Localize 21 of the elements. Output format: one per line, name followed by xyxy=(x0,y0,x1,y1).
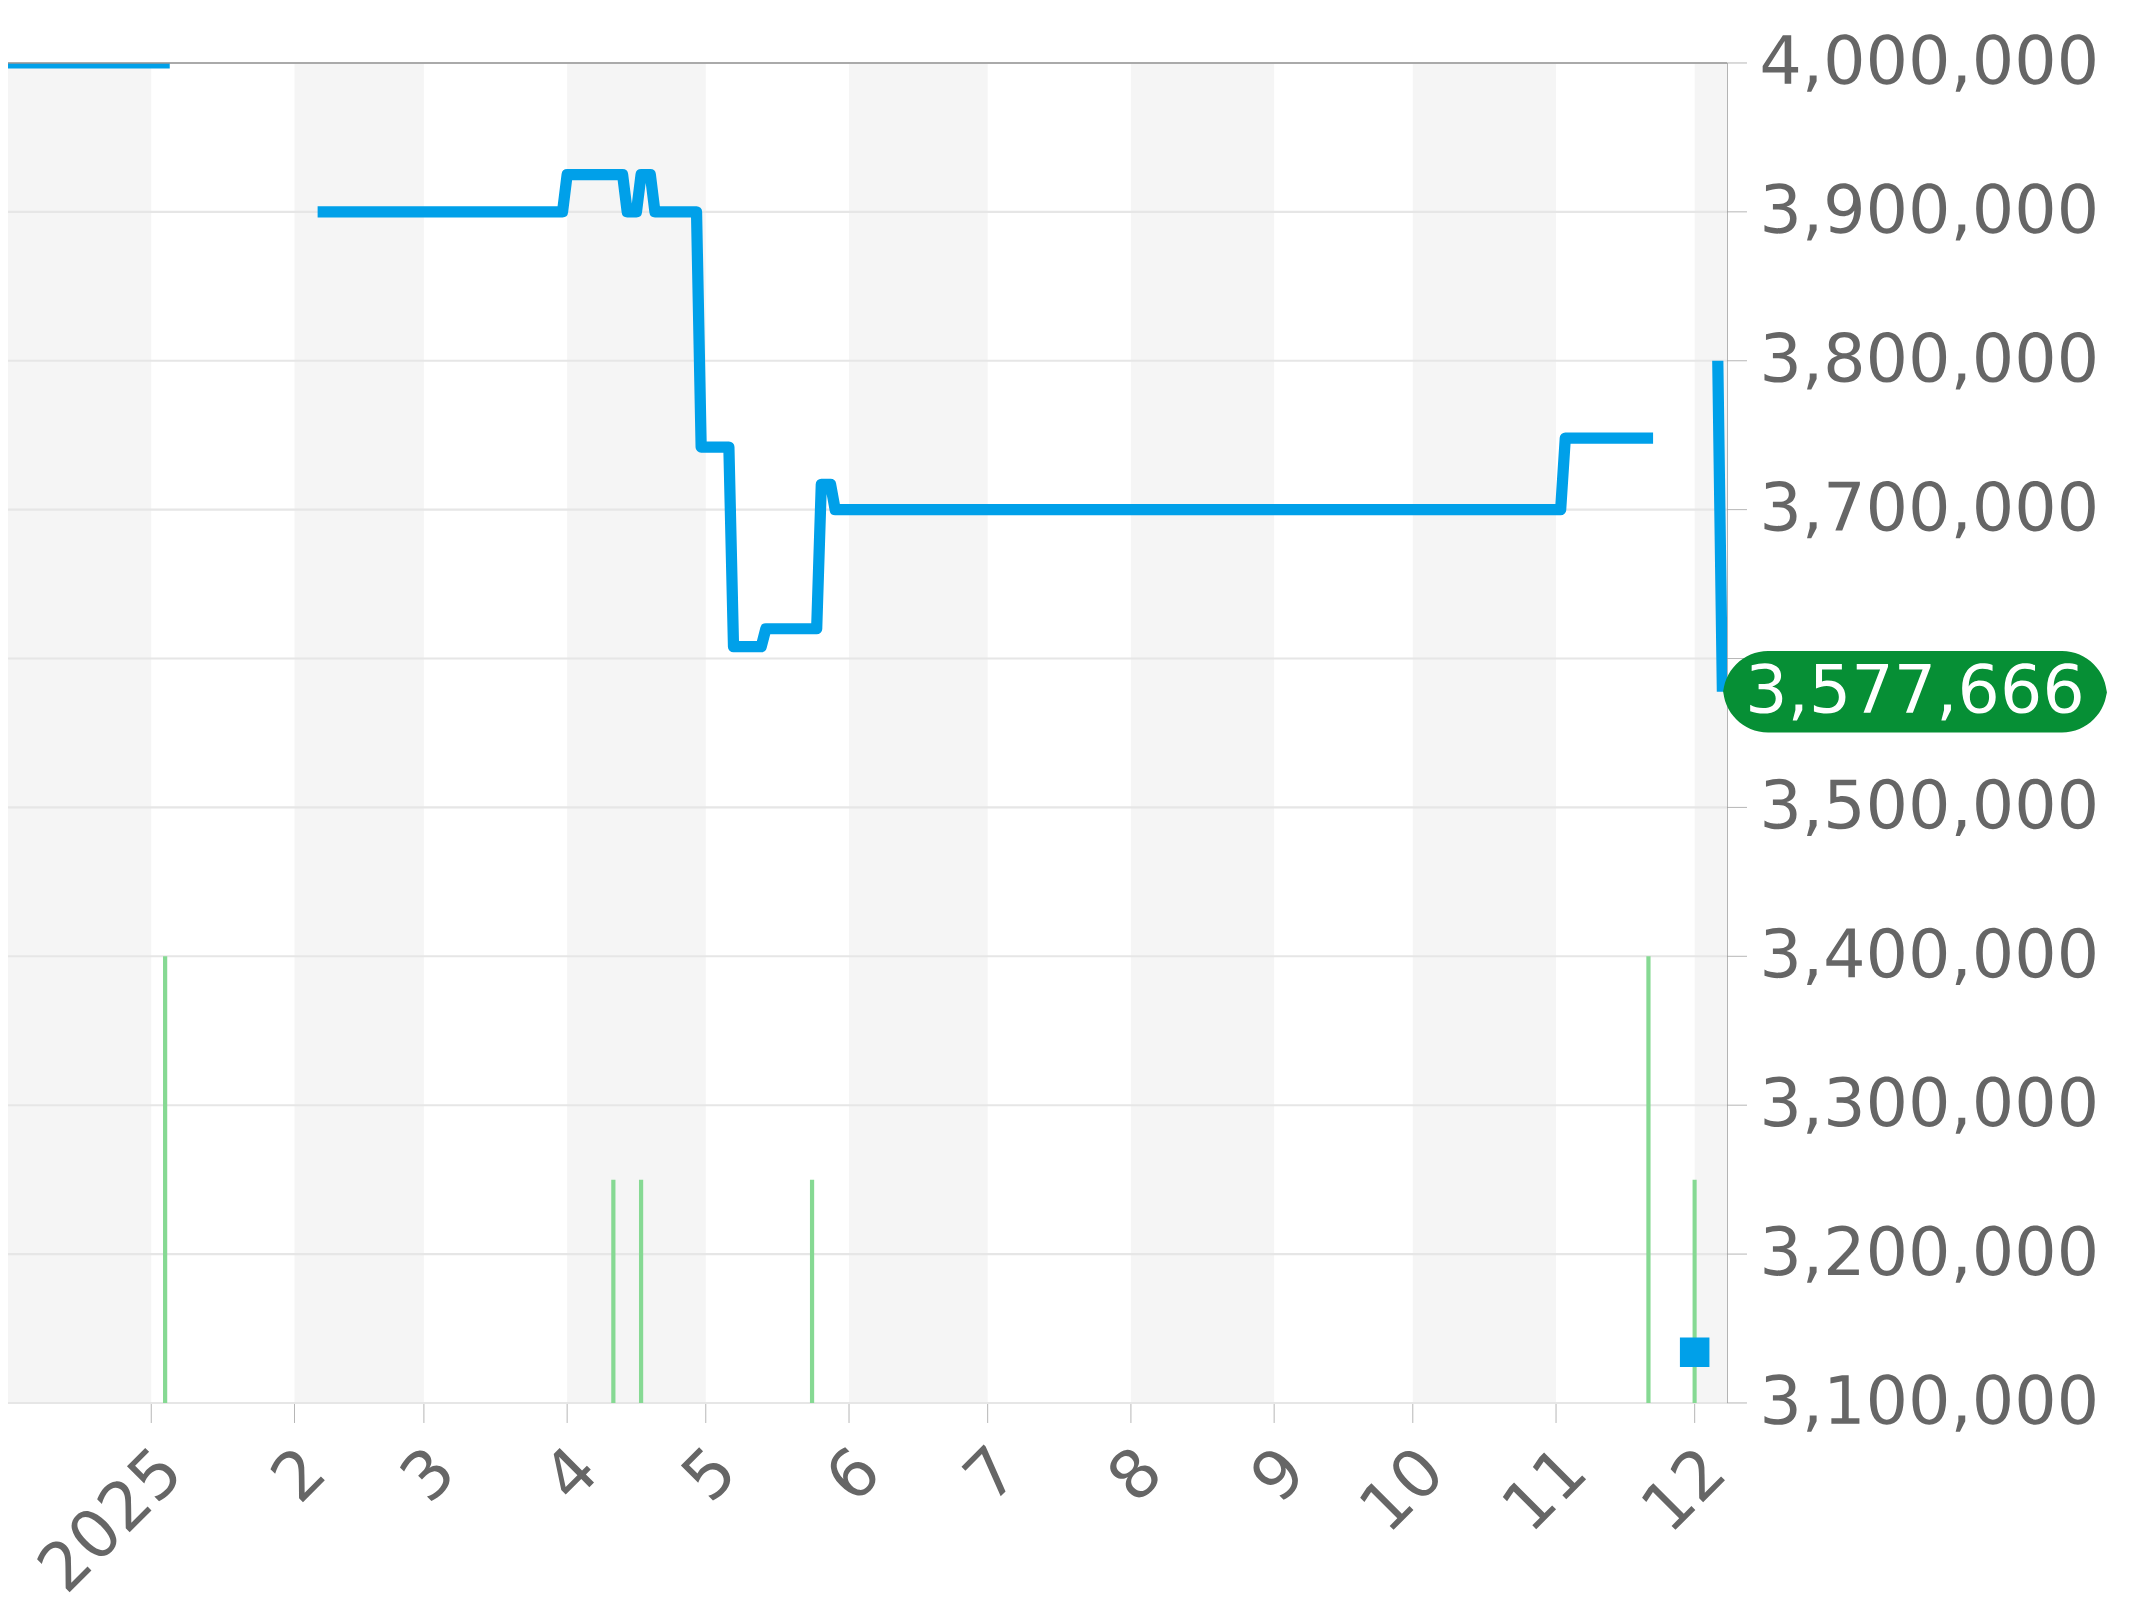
x-tick-label: 10 xyxy=(1360,1451,1438,1530)
x-tick-label: 12 xyxy=(1642,1451,1725,1530)
y-tick-label: 3,500,000 xyxy=(1764,778,2095,837)
y-tick-label: 3,100,000 xyxy=(1764,1374,2095,1432)
y-tick-label: 3,400,000 xyxy=(1764,927,2095,985)
y-tick-label: 3,200,000 xyxy=(1764,1225,2095,1283)
x-tick-label: 5 xyxy=(680,1447,731,1501)
y-tick-label: 3,700,000 xyxy=(1764,481,2095,539)
x-tick-label: 8 xyxy=(1110,1449,1158,1498)
x-tick-label: 2 xyxy=(270,1451,325,1503)
x-tick-label: 3 xyxy=(399,1450,450,1501)
x-tick-label: 6 xyxy=(830,1447,876,1496)
x-tick-label: 7 xyxy=(961,1444,1006,1497)
y-tick-label: 3,800,000 xyxy=(1764,332,2095,390)
x-tick-label: 4 xyxy=(553,1448,595,1495)
x-tick-label: 11 xyxy=(1502,1452,1587,1530)
annotation: 3,577,666 xyxy=(1750,663,2081,721)
y-tick-label: 4,000,000 xyxy=(1762,34,2095,92)
y-tick-label: 3,900,000 xyxy=(1764,183,2095,241)
y-tick-label: 3,300,000 xyxy=(1764,1076,2095,1134)
x-tick-label: 9 xyxy=(1253,1451,1298,1500)
